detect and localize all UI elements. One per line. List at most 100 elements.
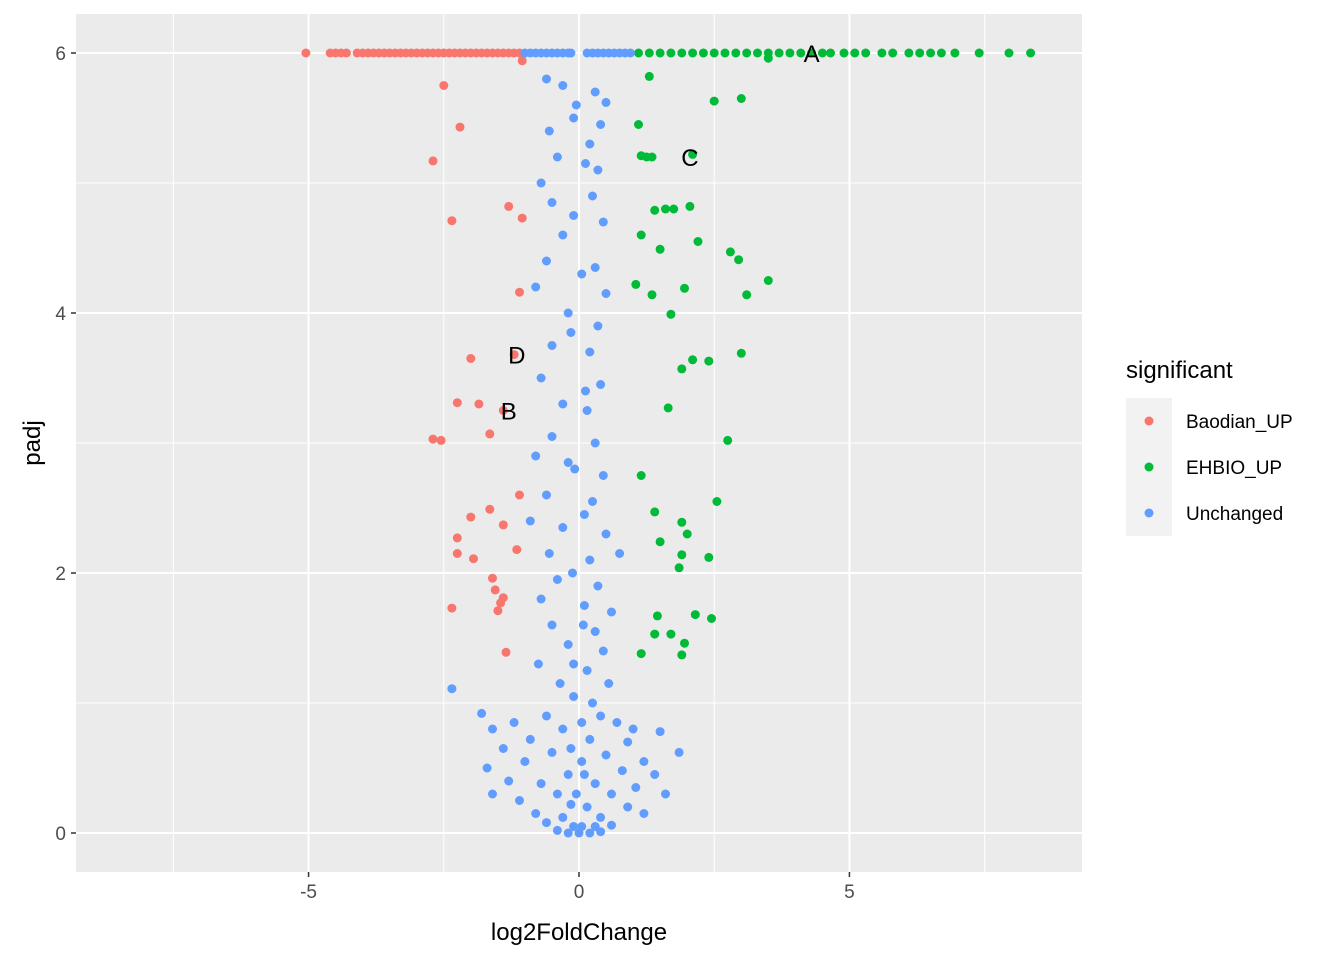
point-unchanged [598, 646, 608, 656]
point-unchanged [552, 825, 562, 835]
point-unchanged [566, 744, 576, 753]
point-baodian-up [498, 406, 508, 415]
point-unchanged [547, 341, 557, 350]
point-ehbio-up [666, 629, 676, 639]
point-ehbio-up [690, 610, 700, 620]
point-ehbio-up [677, 364, 687, 374]
point-unchanged [612, 718, 622, 727]
point-unchanged [585, 139, 595, 149]
point-ehbio-up [647, 152, 657, 162]
point-unchanged [639, 809, 649, 818]
point-ehbio-up [1004, 48, 1014, 58]
point-baodian-up [490, 585, 500, 595]
point-unchanged [579, 601, 589, 610]
point-unchanged [566, 48, 576, 58]
point-unchanged [577, 269, 587, 279]
point-baodian-up [452, 549, 462, 558]
point-unchanged [631, 783, 641, 792]
point-unchanged [547, 747, 557, 757]
point-baodian-up [469, 554, 478, 564]
point-unchanged [542, 74, 551, 84]
point-baodian-up [501, 647, 511, 657]
point-ehbio-up [731, 48, 741, 58]
point-unchanged [598, 217, 608, 227]
point-unchanged [590, 779, 600, 789]
point-unchanged [504, 776, 514, 786]
point-unchanged [596, 711, 606, 721]
point-unchanged [617, 766, 627, 776]
legend-key-baodian-up [1144, 416, 1154, 426]
point-unchanged [563, 828, 573, 838]
point-ehbio-up [666, 48, 676, 58]
point-unchanged [577, 757, 587, 766]
point-unchanged [596, 812, 606, 822]
point-unchanged [596, 380, 606, 389]
point-unchanged [515, 796, 524, 805]
point-unchanged [601, 529, 611, 539]
point-unchanged [581, 386, 590, 396]
legend-title: significant [1126, 357, 1233, 384]
point-ehbio-up [704, 356, 714, 366]
y-tick-label: 6 [55, 44, 66, 65]
point-ehbio-up [655, 537, 665, 547]
point-unchanged [674, 747, 684, 757]
point-ehbio-up [669, 204, 679, 214]
point-baodian-up [447, 603, 457, 613]
point-unchanged [585, 734, 595, 744]
point-ehbio-up [650, 507, 660, 517]
point-baodian-up [439, 81, 449, 90]
y-axis: 0 2 4 6 [55, 44, 76, 845]
point-baodian-up [485, 504, 495, 514]
point-unchanged [570, 464, 580, 474]
point-ehbio-up [680, 283, 689, 293]
point-unchanged [590, 438, 600, 448]
point-unchanged [552, 789, 562, 799]
point-unchanged [661, 789, 670, 799]
point-ehbio-up [753, 48, 762, 58]
point-ehbio-up [688, 149, 698, 159]
point-unchanged [596, 827, 606, 837]
point-baodian-up [493, 606, 503, 616]
point-unchanged [569, 659, 579, 669]
point-ehbio-up [688, 355, 698, 365]
point-unchanged [542, 256, 551, 266]
legend: significant Baodian_UP EHBIO_UP Unchange… [1126, 357, 1293, 536]
point-ehbio-up [974, 48, 984, 58]
point-unchanged [482, 763, 492, 773]
point-unchanged [579, 510, 589, 519]
annotation-d: D [508, 343, 525, 370]
point-unchanged [569, 692, 579, 701]
point-unchanged [509, 718, 519, 727]
annotation-b: B [501, 399, 517, 426]
point-ehbio-up [693, 237, 703, 246]
point-ehbio-up [904, 48, 914, 58]
point-ehbio-up [850, 48, 860, 58]
point-ehbio-up [763, 276, 773, 285]
point-baodian-up [466, 512, 476, 522]
point-ehbio-up [636, 471, 646, 480]
point-baodian-up [485, 429, 495, 439]
point-unchanged [574, 828, 584, 838]
point-unchanged [588, 497, 597, 506]
point-baodian-up [455, 122, 465, 132]
y-tick-label: 4 [55, 304, 66, 325]
point-unchanged [625, 48, 635, 58]
point-unchanged [571, 100, 581, 110]
point-unchanged [590, 627, 600, 636]
point-ehbio-up [936, 48, 946, 58]
point-baodian-up [509, 350, 519, 360]
legend-label-ehbio-up: EHBIO_UP [1186, 458, 1282, 479]
point-unchanged [601, 289, 611, 298]
point-ehbio-up [644, 48, 654, 58]
point-unchanged [582, 666, 592, 675]
point-ehbio-up [712, 497, 722, 506]
data-points [301, 48, 1036, 838]
point-ehbio-up [707, 614, 716, 623]
point-ehbio-up [723, 435, 733, 445]
point-ehbio-up [636, 649, 646, 659]
point-baodian-up [466, 354, 476, 363]
legend-label-baodian-up: Baodian_UP [1186, 412, 1293, 433]
point-ehbio-up [677, 550, 687, 560]
point-unchanged [558, 724, 568, 734]
point-ehbio-up [796, 48, 806, 58]
